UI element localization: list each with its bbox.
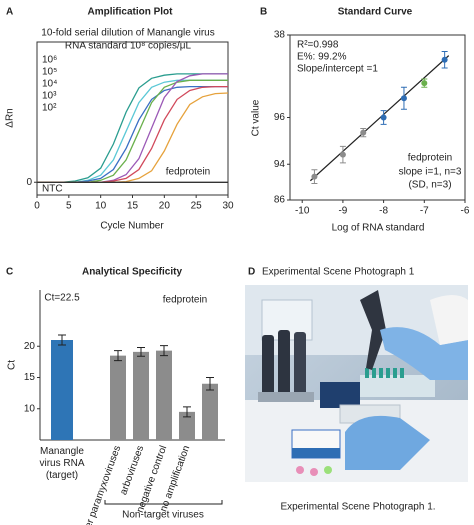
y-tick-label: 15 <box>24 372 36 383</box>
y-axis-label: Ct <box>7 360 18 370</box>
chart-title: Standard Curve <box>338 7 413 18</box>
y-tick-label: 94 <box>274 159 286 170</box>
annotation: fedprotein <box>408 153 452 164</box>
annotation: Ct=22.5 <box>44 293 80 304</box>
annotation: 10² <box>42 103 57 114</box>
y-tick-label: 0 <box>26 177 32 188</box>
fit-line <box>309 55 450 182</box>
point <box>421 80 428 87</box>
annotation: NTC <box>42 184 63 195</box>
annotation: 10-fold serial dilution of Manangle viru… <box>41 28 214 39</box>
annotation: 10⁶ <box>42 55 57 66</box>
panel-label: A <box>6 7 13 18</box>
annotation: 10⁴ <box>42 79 57 90</box>
point <box>400 95 407 102</box>
x-tick-label: 10 <box>95 201 107 212</box>
point <box>380 114 387 121</box>
x-tick-label: -10 <box>295 206 310 217</box>
group-bracket <box>104 500 223 505</box>
x-axis-label: Cycle Number <box>100 221 164 232</box>
y-tick-label: 86 <box>274 195 286 206</box>
group-label: Non-target viruses <box>122 510 204 521</box>
x-tick-label: 20 <box>159 201 171 212</box>
y-tick-label: 20 <box>24 341 36 352</box>
annotation: fedprotein <box>163 295 207 306</box>
annotation: 10⁵ <box>42 67 57 78</box>
bar <box>51 340 73 440</box>
photo-caption: Experimental Scene Photograph 1. <box>280 502 435 513</box>
annotation: slope i=1, n=3 <box>399 167 462 178</box>
chart-title: Analytical Specificity <box>82 267 182 278</box>
y-tick-label: 38 <box>274 30 286 41</box>
y-axis-label: Ct value <box>251 99 262 136</box>
photo <box>245 285 468 482</box>
x-tick-label: -7 <box>420 206 429 217</box>
x-axis-label: Log of RNA standard <box>332 223 425 234</box>
point <box>441 56 448 63</box>
panel-label: B <box>260 7 267 18</box>
photo-title: Experimental Scene Photograph 1 <box>262 267 415 278</box>
panel-label: D <box>248 267 255 278</box>
point <box>360 129 367 136</box>
bar <box>156 350 172 440</box>
x-tick-label: -8 <box>379 206 388 217</box>
bar <box>133 351 149 440</box>
x-tick-label: 0 <box>34 201 40 212</box>
x-tick-label: 25 <box>191 201 203 212</box>
x-tick-label: 30 <box>222 201 234 212</box>
y-tick-label: 10 <box>24 403 36 414</box>
bar <box>179 411 195 440</box>
chart-title: Amplification Plot <box>88 7 174 18</box>
bar <box>110 355 126 440</box>
annotation: R²=0.998 <box>297 40 339 51</box>
x-tick-label: 15 <box>127 201 139 212</box>
annotation: (SD, n=3) <box>408 180 451 191</box>
amplification-curve <box>37 73 228 183</box>
x-tick-label: 5 <box>66 201 72 212</box>
y-axis-label: ΔRn <box>5 108 16 127</box>
bar <box>202 383 218 440</box>
annotation: fedprotein <box>166 167 210 178</box>
x-tick-label: -9 <box>338 206 347 217</box>
point <box>311 173 318 180</box>
annotation: E%: 99.2% <box>297 52 347 63</box>
annotation: RNA standard 10⁸ copies/μL <box>65 41 192 52</box>
x-tick-label: -6 <box>461 206 470 217</box>
y-tick-label: 96 <box>274 112 286 123</box>
annotation: Slope/intercept =1 <box>297 64 378 75</box>
point <box>339 151 346 158</box>
annotation: 10³ <box>42 91 57 102</box>
panel-label: C <box>6 267 13 278</box>
x-tick-label: Manangle virus RNA (target) <box>39 446 85 481</box>
